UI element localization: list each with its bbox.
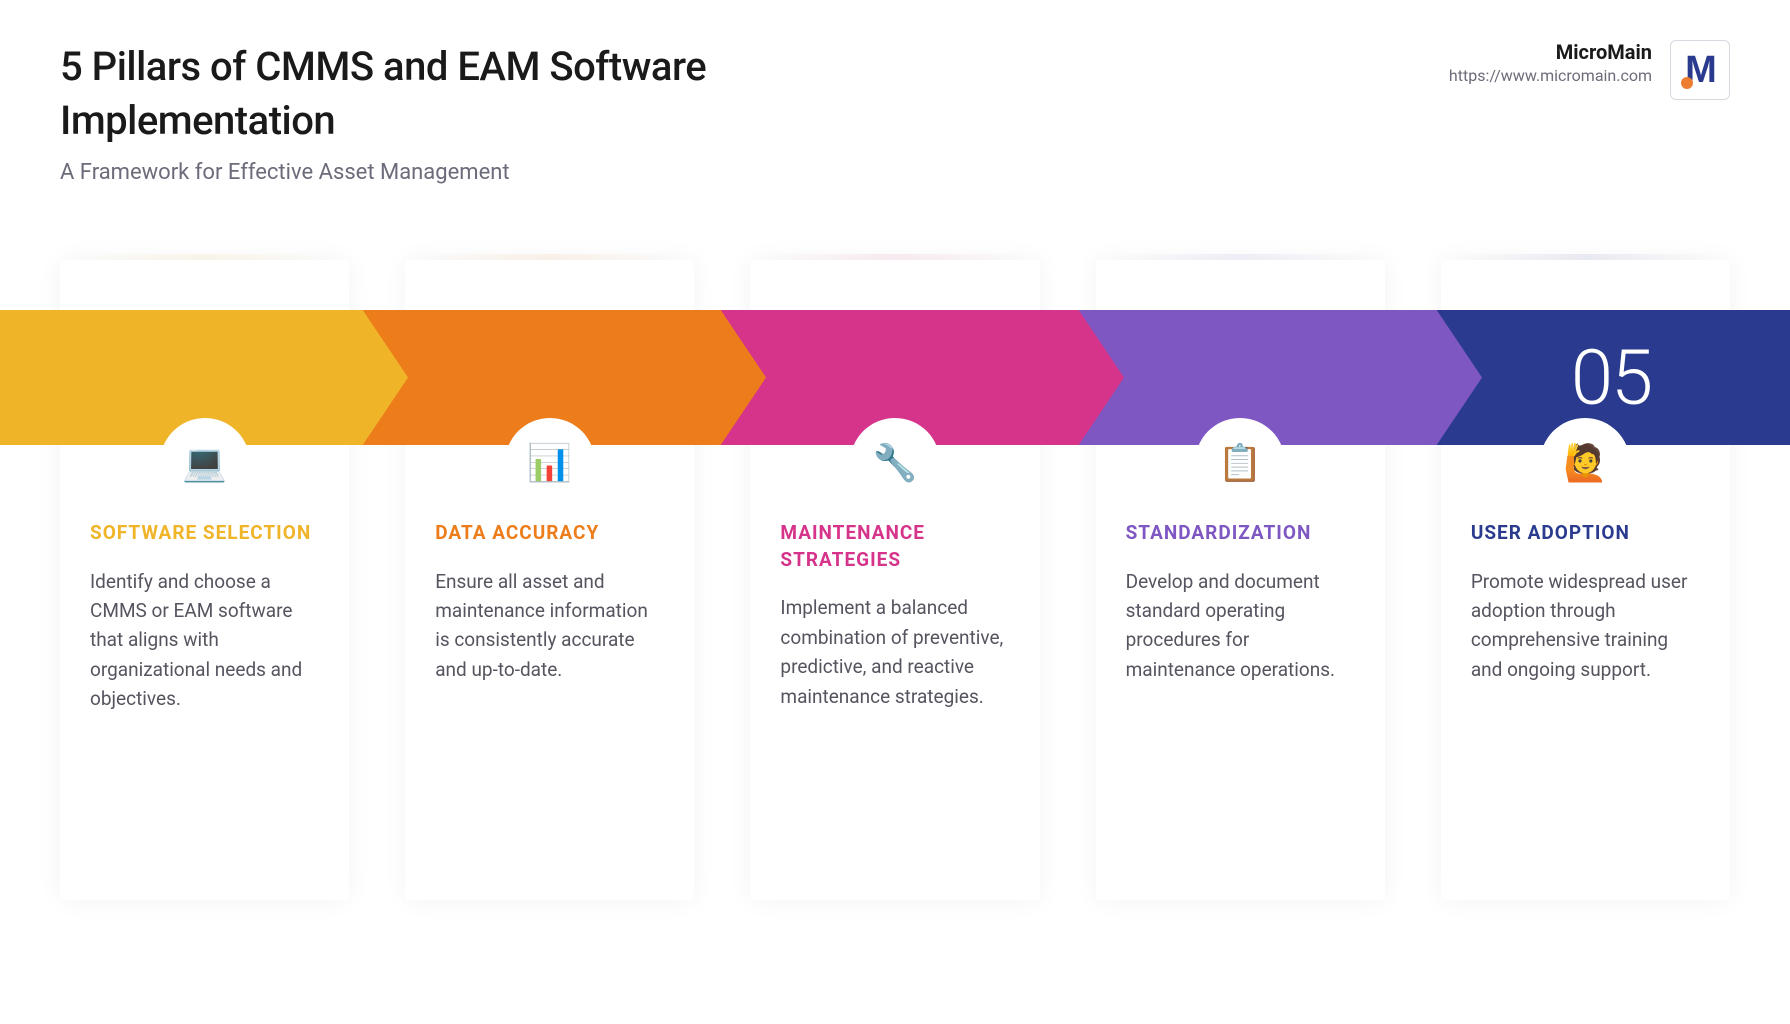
pillar-number: 05 xyxy=(1571,333,1651,423)
document-icon: 📋 xyxy=(1195,418,1285,508)
pillar-title: SOFTWARE SELECTION xyxy=(90,520,319,547)
header: 5 Pillars of CMMS and EAM Software Imple… xyxy=(0,0,1790,185)
person-raising-hand-icon: 🙋 xyxy=(1540,418,1630,508)
pillar-title: MAINTENANCE STRATEGIES xyxy=(780,520,1009,573)
pillar-title: USER ADOPTION xyxy=(1471,520,1700,547)
pillar-description: Develop and document standard operating … xyxy=(1126,567,1355,685)
title-block: 5 Pillars of CMMS and EAM Software Imple… xyxy=(60,40,760,185)
chevron-shape xyxy=(1074,310,1482,445)
brand-logo: M xyxy=(1670,40,1730,100)
brand-url: https://www.micromain.com xyxy=(1449,66,1652,85)
pillar-title: DATA ACCURACY xyxy=(435,520,664,547)
pillars-container: 💻 SOFTWARE SELECTION Identify and choose a… xyxy=(0,260,1790,940)
pillar-title: STANDARDIZATION xyxy=(1126,520,1355,547)
chevron-5: 05 xyxy=(1432,310,1790,445)
brand-text: MicroMain https://www.micromain.com xyxy=(1449,40,1652,85)
wrench-icon: 🔧 xyxy=(850,418,940,508)
logo-dot-icon xyxy=(1681,77,1693,89)
brand-block: MicroMain https://www.micromain.com M xyxy=(1449,40,1730,100)
pillar-description: Identify and choose a CMMS or EAM softwa… xyxy=(90,567,319,714)
pillar-description: Ensure all asset and maintenance informa… xyxy=(435,567,664,685)
pillar-description: Implement a balanced combination of prev… xyxy=(780,593,1009,711)
page-title: 5 Pillars of CMMS and EAM Software Imple… xyxy=(60,40,760,148)
bar-chart-icon: 📊 xyxy=(505,418,595,508)
page-subtitle: A Framework for Effective Asset Manageme… xyxy=(60,160,760,185)
laptop-icon: 💻 xyxy=(160,418,250,508)
brand-name: MicroMain xyxy=(1449,40,1652,64)
pillar-description: Promote widespread user adoption through… xyxy=(1471,567,1700,685)
